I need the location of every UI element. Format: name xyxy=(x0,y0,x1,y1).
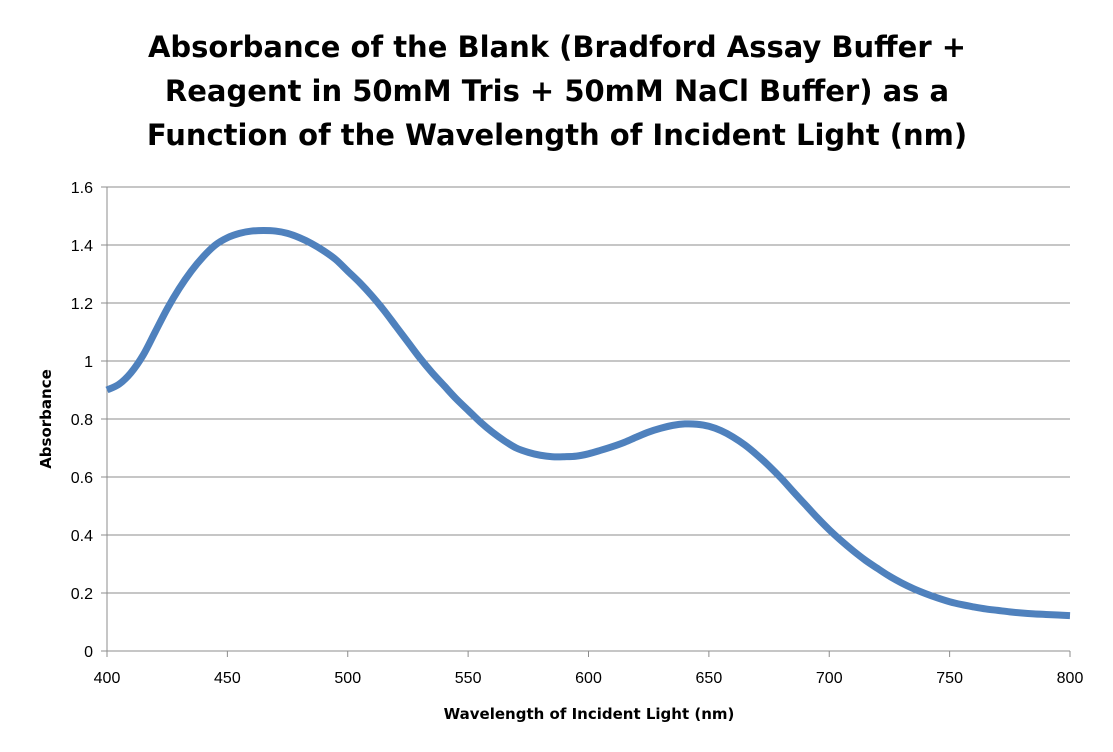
x-tick-label: 650 xyxy=(696,670,723,687)
x-tick-label: 800 xyxy=(1057,670,1084,687)
y-tick-label: 1 xyxy=(84,354,93,371)
y-tick-label: 0.4 xyxy=(71,528,93,545)
chart-title: Absorbance of the Blank (Bradford Assay … xyxy=(147,30,967,152)
x-tick-label: 400 xyxy=(94,670,121,687)
x-tick-label: 550 xyxy=(455,670,482,687)
chart-title-line-3: Function of the Wavelength of Incident L… xyxy=(147,118,967,152)
series-group xyxy=(105,227,1071,620)
x-axis-label: Wavelength of Incident Light (nm) xyxy=(444,705,735,723)
series-line-0 xyxy=(105,227,1071,620)
y-axis-label: Absorbance xyxy=(37,369,55,469)
gridlines xyxy=(107,186,1070,594)
x-tick-label: 600 xyxy=(575,670,602,687)
chart-title-line-1: Absorbance of the Blank (Bradford Assay … xyxy=(148,30,966,64)
x-tick-label: 700 xyxy=(816,670,843,687)
axes xyxy=(101,186,1071,657)
y-tick-label: 1.4 xyxy=(71,238,93,255)
y-tick-labels: 0 0.2 0.4 0.6 0.8 1 1.2 1.4 1.6 xyxy=(71,180,93,661)
y-tick-label: 1.6 xyxy=(71,180,93,197)
y-tick-label: 0.6 xyxy=(71,470,93,487)
x-tick-label: 500 xyxy=(334,670,361,687)
x-tick-label: 750 xyxy=(936,670,963,687)
y-tick-label: 1.2 xyxy=(71,296,93,313)
y-tick-label: 0.8 xyxy=(71,412,93,429)
chart-title-line-2: Reagent in 50mM Tris + 50mM NaCl Buffer)… xyxy=(165,74,949,108)
y-tick-label: 0.2 xyxy=(71,586,93,603)
y-tick-label: 0 xyxy=(84,644,93,661)
x-tick-labels: 400 450 500 550 600 650 700 750 800 xyxy=(94,670,1084,687)
x-tick-label: 450 xyxy=(214,670,241,687)
